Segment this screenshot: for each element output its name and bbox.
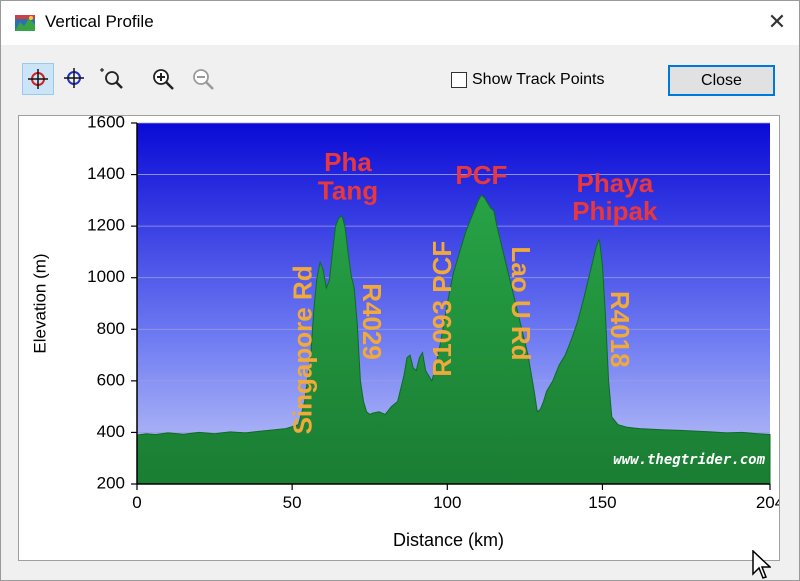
zoom-out-tool[interactable] <box>187 63 219 95</box>
window-title: Vertical Profile <box>45 12 154 31</box>
route-label: R4018 <box>605 291 635 368</box>
x-tick-label: 204 <box>756 493 779 512</box>
checkbox-box[interactable] <box>451 72 467 88</box>
crosshair-red-icon <box>28 69 48 89</box>
title-bar[interactable]: Vertical Profile ✕ <box>1 1 799 45</box>
profile-app-icon <box>15 15 35 31</box>
y-tick-label: 1600 <box>87 116 125 131</box>
zoom-rect-tool[interactable] <box>96 63 128 95</box>
toolbar: Show Track Points Close <box>1 45 799 115</box>
x-tick-label: 50 <box>283 493 302 512</box>
x-tick-label: 0 <box>132 493 141 512</box>
route-label: Phaya <box>577 168 654 198</box>
close-x-icon[interactable]: ✕ <box>767 10 787 35</box>
x-tick-label: 100 <box>433 493 461 512</box>
move-point-tool[interactable] <box>59 63 91 95</box>
x-axis-label: Distance (km) <box>393 530 504 550</box>
route-label: R1093 PCF <box>427 241 457 377</box>
close-button[interactable]: Close <box>668 65 775 96</box>
zoom-rectangle-icon <box>100 68 123 89</box>
route-label: Pha <box>324 147 372 177</box>
select-point-tool[interactable] <box>22 63 54 95</box>
crosshair-blue-icon <box>64 68 84 88</box>
y-tick-label: 1000 <box>87 267 125 286</box>
elevation-chart-panel: Singapore Rd Pha Tang R4029 R1093 PCF PCF Lao … <box>18 115 780 561</box>
zoom-in-tool[interactable] <box>147 63 179 95</box>
y-axis-label: Elevation (m) <box>30 253 49 353</box>
zoom-out-icon <box>193 69 214 90</box>
y-tick-label: 1400 <box>87 164 125 183</box>
route-label: R4029 <box>357 283 387 360</box>
route-label: PCF <box>455 160 507 190</box>
route-label: Singapore Rd <box>287 265 317 434</box>
watermark: www.thegtrider.com <box>613 452 765 468</box>
mouse-cursor-icon <box>752 550 771 579</box>
y-tick-label: 1200 <box>87 216 125 235</box>
route-label: Phipak <box>572 196 658 226</box>
route-label: Tang <box>318 175 378 205</box>
y-tick-label: 400 <box>97 422 125 441</box>
show-track-points-label: Show Track Points <box>472 71 605 88</box>
y-tick-label: 800 <box>97 319 125 338</box>
y-tick-label: 600 <box>97 370 125 389</box>
x-tick-label: 150 <box>588 493 616 512</box>
y-tick-label: 200 <box>97 473 125 492</box>
zoom-in-icon <box>153 69 174 90</box>
route-label: Lao U Rd <box>506 246 536 360</box>
elevation-area <box>136 194 771 485</box>
